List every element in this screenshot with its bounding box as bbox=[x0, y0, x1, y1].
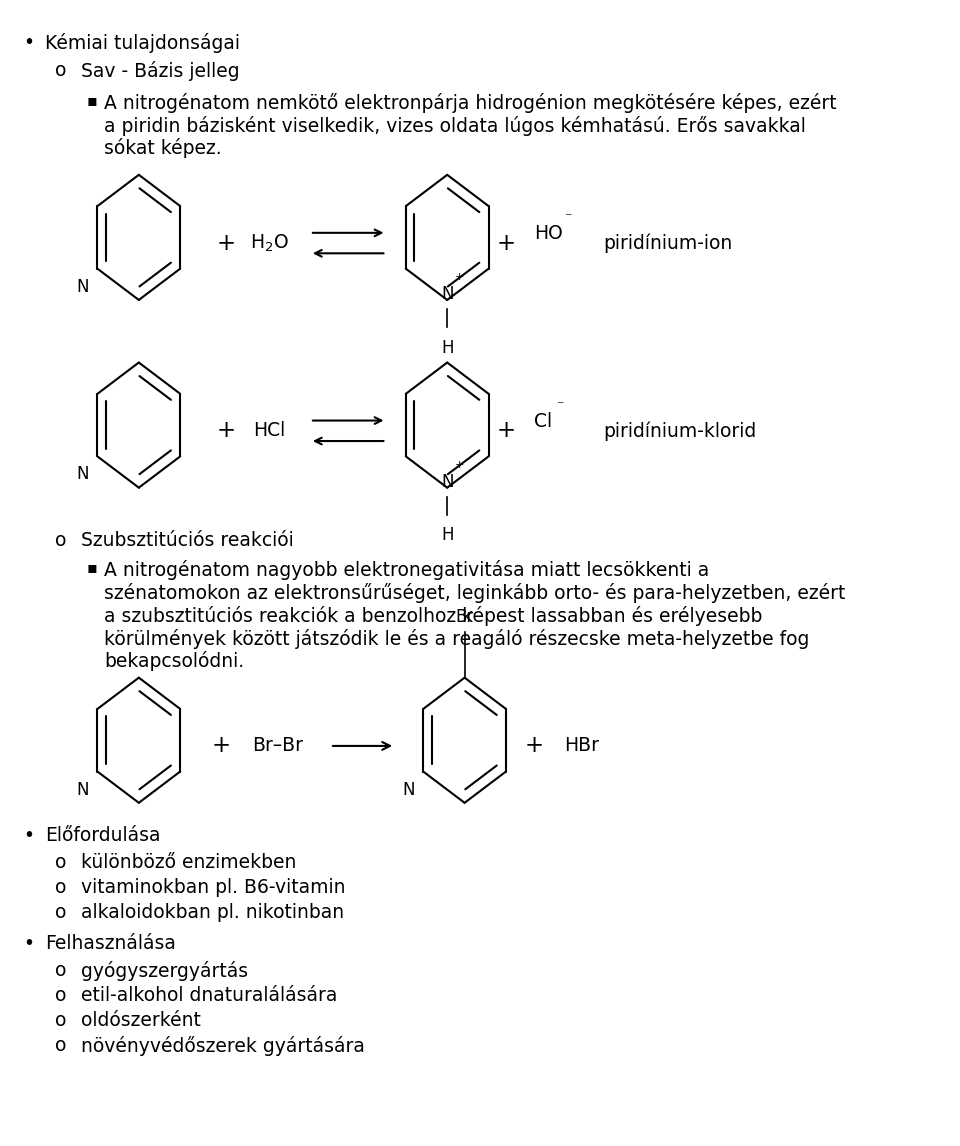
Text: HBr: HBr bbox=[564, 737, 599, 755]
Text: N: N bbox=[76, 465, 88, 484]
Text: ⁻: ⁻ bbox=[556, 399, 564, 413]
Text: alkaloidokban pl. nikotinban: alkaloidokban pl. nikotinban bbox=[81, 903, 344, 921]
Text: H: H bbox=[441, 338, 453, 356]
Text: o: o bbox=[55, 853, 66, 872]
Text: Br: Br bbox=[455, 609, 473, 627]
Text: o: o bbox=[55, 903, 66, 921]
Text: +: + bbox=[524, 735, 543, 758]
Text: növényvédőszerek gyártására: növényvédőszerek gyártására bbox=[81, 1036, 365, 1055]
Text: o: o bbox=[55, 961, 66, 980]
Text: A nitrogénatom nagyobb elektronegativitása miatt lecsökkenti a: A nitrogénatom nagyobb elektronegativitá… bbox=[104, 560, 709, 581]
Text: gyógyszergyártás: gyógyszergyártás bbox=[81, 961, 248, 981]
Text: különböző enzimekben: különböző enzimekben bbox=[81, 853, 296, 872]
Text: o: o bbox=[55, 531, 66, 550]
Text: H: H bbox=[441, 526, 453, 544]
Text: Szubsztitúciós reakciói: Szubsztitúciós reakciói bbox=[81, 531, 294, 550]
Text: o: o bbox=[55, 1011, 66, 1030]
Text: Cl: Cl bbox=[534, 413, 552, 431]
Text: H$_2$O: H$_2$O bbox=[250, 233, 289, 253]
Text: •: • bbox=[23, 825, 35, 845]
Text: N: N bbox=[76, 277, 88, 296]
Text: oldószerként: oldószerként bbox=[81, 1011, 201, 1030]
Text: Felhasználása: Felhasználása bbox=[45, 934, 176, 952]
Text: o: o bbox=[55, 986, 66, 1005]
Text: +: + bbox=[216, 231, 235, 254]
Text: HCl: HCl bbox=[253, 422, 285, 440]
Text: +: + bbox=[496, 419, 516, 442]
Text: Kémiai tulajdonságai: Kémiai tulajdonságai bbox=[45, 32, 240, 53]
Text: o: o bbox=[55, 878, 66, 897]
Text: N: N bbox=[402, 780, 415, 799]
Text: vitaminokban pl. B6-vitamin: vitaminokban pl. B6-vitamin bbox=[81, 878, 345, 897]
Text: +: + bbox=[216, 419, 235, 442]
Text: •: • bbox=[23, 32, 35, 52]
Text: körülmények között játszódik le és a reagáló részecske meta-helyzetbe fog: körülmények között játszódik le és a rea… bbox=[104, 629, 809, 649]
Text: etil-alkohol dnaturalálására: etil-alkohol dnaturalálására bbox=[81, 986, 337, 1005]
Text: ▪: ▪ bbox=[86, 93, 98, 108]
Text: HO: HO bbox=[534, 225, 563, 243]
Text: +: + bbox=[212, 735, 231, 758]
Text: szénatomokon az elektronsűrűséget, leginkább orto- és para-helyzetben, ezért: szénatomokon az elektronsűrűséget, legin… bbox=[104, 583, 846, 603]
Text: +: + bbox=[455, 460, 464, 470]
Text: a szubsztitúciós reakciók a benzolhoz képest lassabban és erélyesebb: a szubsztitúciós reakciók a benzolhoz ké… bbox=[104, 606, 762, 626]
Text: N: N bbox=[441, 285, 453, 304]
Text: a piridin bázisként viselkedik, vizes oldata lúgos kémhatású. Erős savakkal: a piridin bázisként viselkedik, vizes ol… bbox=[104, 116, 806, 135]
Text: •: • bbox=[23, 934, 35, 952]
Text: Előfordulása: Előfordulása bbox=[45, 825, 160, 845]
Text: Br–Br: Br–Br bbox=[252, 737, 303, 755]
Text: piridínium-ion: piridínium-ion bbox=[604, 234, 732, 253]
Text: +: + bbox=[455, 273, 464, 282]
Text: N: N bbox=[76, 780, 88, 799]
Text: bekapcsolódni.: bekapcsolódni. bbox=[104, 651, 244, 672]
Text: A nitrogénatom nemkötő elektronpárja hidrogénion megkötésére képes, ezért: A nitrogénatom nemkötő elektronpárja hid… bbox=[104, 93, 837, 113]
Text: ▪: ▪ bbox=[86, 560, 98, 575]
Text: o: o bbox=[55, 61, 66, 80]
Text: o: o bbox=[55, 1036, 66, 1055]
Text: piridínium-klorid: piridínium-klorid bbox=[604, 421, 756, 440]
Text: sókat képez.: sókat képez. bbox=[104, 139, 222, 158]
Text: Sav - Bázis jelleg: Sav - Bázis jelleg bbox=[81, 61, 239, 81]
Text: +: + bbox=[496, 231, 516, 254]
Text: N: N bbox=[441, 473, 453, 490]
Text: ⁻: ⁻ bbox=[564, 211, 572, 225]
